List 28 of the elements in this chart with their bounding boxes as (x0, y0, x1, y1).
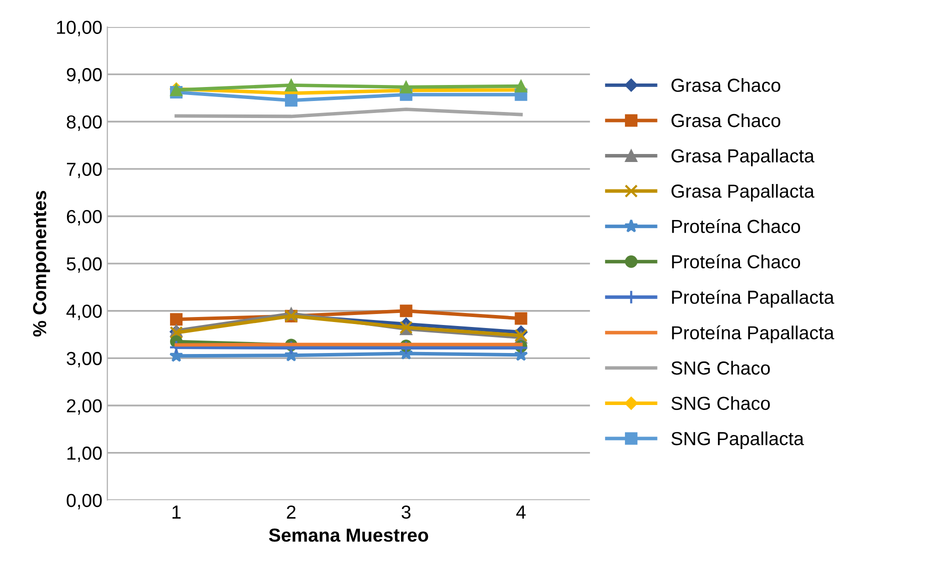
y-tick-label: 0,00 (66, 494, 102, 510)
legend-label: Grasa Papallacta (672, 184, 814, 202)
y-tick-label: 9,00 (66, 68, 102, 84)
y-tick-label: 3,00 (66, 352, 102, 368)
y-tick-label: 4,00 (66, 304, 102, 320)
y-tick-label: 7,00 (66, 162, 102, 178)
x-axis-title: Semana Muestreo (268, 528, 428, 542)
y-tick-label: 2,00 (66, 399, 102, 415)
legend-label: Proteína Papallacta (672, 290, 834, 308)
y-tick-label: 1,00 (67, 446, 102, 462)
y-tick-label: 8,00 (66, 115, 102, 131)
legend-label: Grasa Chaco (672, 78, 780, 92)
x-tick-label: 1 (172, 506, 181, 519)
y-tick-label: 5,00 (66, 257, 102, 273)
legend-label: SNG Chaco (671, 360, 770, 375)
y-axis-title: % Componentes (33, 190, 50, 337)
legend-label: Proteína Chaco (672, 219, 800, 234)
legend-label: Grasa Papallacta (672, 148, 814, 166)
y-tick-label: 10,00 (57, 20, 102, 36)
x-tick-label: 2 (286, 505, 296, 519)
legend-label: SNG Chaco (671, 396, 770, 410)
legend-label: Grasa Chaco (672, 113, 780, 128)
legend-label: SNG Papallacta (671, 432, 804, 449)
x-tick-label: 4 (516, 506, 526, 519)
legend-label: Proteína Papallacta (672, 325, 834, 344)
legend-label: Proteína Chaco (672, 254, 800, 268)
x-tick-label: 3 (402, 505, 410, 519)
y-tick-label: 6,00 (66, 210, 102, 226)
